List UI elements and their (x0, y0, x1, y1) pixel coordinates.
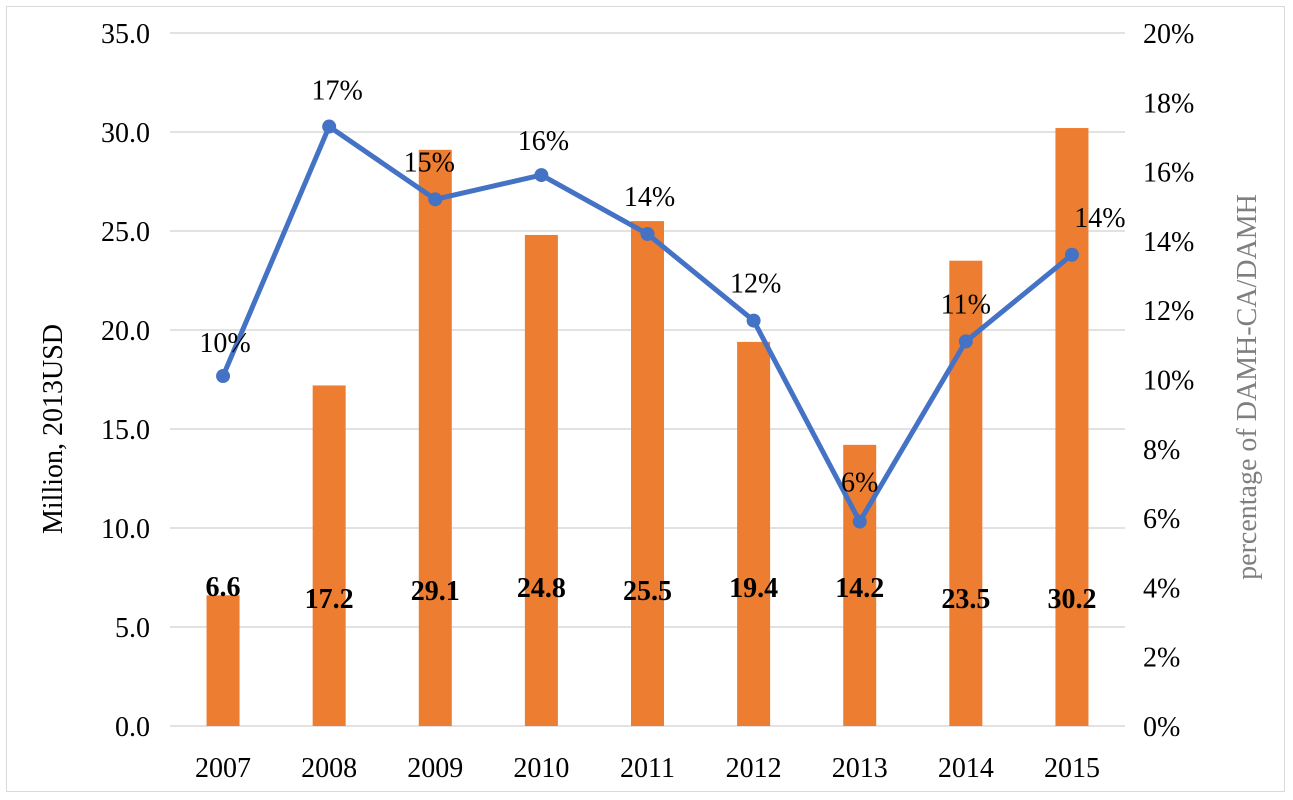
bar-value-label: 30.2 (1047, 584, 1096, 615)
line-value-label: 6% (841, 468, 878, 499)
bar-value-label: 23.5 (941, 584, 990, 615)
x-tick-label: 2012 (726, 753, 782, 784)
line-point (322, 119, 337, 134)
bar (418, 149, 452, 726)
bar-value-label: 6.6 (206, 572, 241, 603)
bar (737, 341, 771, 726)
bar (843, 444, 877, 726)
bar (312, 385, 346, 726)
y-left-tick-label: 35.0 (101, 19, 150, 50)
y-left-tick-label: 0.0 (115, 712, 150, 743)
line-value-label: 12% (730, 269, 781, 300)
bar-value-labels: 6.6 17.2 29.1 24.8 25.5 19.4 14.2 23.5 30.2 (206, 572, 1097, 615)
y-right-tick-label: 20% (1143, 19, 1194, 50)
y-right-tick-label: 6% (1143, 504, 1180, 535)
x-tick-label: 2007 (195, 753, 251, 784)
bar (1055, 128, 1089, 727)
line-value-label: 16% (518, 126, 569, 157)
line-value-label: 11% (941, 289, 991, 320)
y-right-tick-label: 4% (1143, 573, 1180, 604)
bar (631, 221, 664, 726)
bar-value-label: 17.2 (305, 584, 354, 615)
line-point (746, 313, 761, 328)
bar-value-label: 25.5 (623, 576, 672, 607)
y-left-axis-title: Million, 2013USD (38, 324, 69, 534)
line-value-label: 17% (312, 76, 363, 107)
line-series (216, 119, 1079, 529)
bar-value-label: 14.2 (835, 573, 884, 604)
y-right-tick-label: 18% (1143, 88, 1194, 119)
y-right-tick-label: 16% (1143, 158, 1194, 189)
line-point (534, 168, 549, 183)
bar-series (206, 128, 1089, 727)
y-left-tick-label: 25.0 (101, 217, 150, 248)
x-tick-label: 2014 (938, 753, 994, 784)
line-value-label: 10% (199, 328, 250, 359)
y-right-tick-label: 2% (1143, 643, 1180, 674)
bar-value-label: 24.8 (517, 573, 566, 604)
x-tick-label: 2010 (513, 753, 569, 784)
line-point (1064, 247, 1079, 262)
line-value-label: 15% (404, 147, 455, 178)
line-value-labels: 10% 17% 15% 16% 14% 12% 6% 11% 14% (199, 76, 1125, 499)
bar (206, 595, 240, 726)
y-right-tick-label: 0% (1143, 712, 1180, 743)
line-point (216, 369, 231, 384)
y-left-tick-label: 20.0 (101, 316, 150, 347)
x-axis-ticks: 2007 2008 2009 2010 2011 2012 2013 2014 2015 (195, 753, 1100, 784)
x-tick-label: 2009 (407, 753, 463, 784)
y-left-tick-label: 10.0 (101, 514, 150, 545)
line-value-label: 14% (624, 182, 675, 213)
y-left-tick-label: 30.0 (101, 118, 150, 149)
line-point (640, 226, 655, 241)
right-axis-ticks: 0% 2% 4% 6% 8% 10% 12% 14% 16% 18% 20% (1143, 19, 1194, 743)
left-axis-ticks: 0.0 5.0 10.0 15.0 20.0 25.0 30.0 35.0 (101, 19, 150, 743)
x-tick-label: 2013 (832, 753, 888, 784)
x-tick-label: 2008 (301, 753, 357, 784)
line-point (958, 334, 973, 349)
bar (524, 234, 558, 726)
x-tick-label: 2015 (1044, 753, 1100, 784)
y-right-tick-label: 10% (1143, 366, 1194, 397)
y-right-tick-label: 12% (1143, 296, 1194, 327)
y-right-tick-label: 8% (1143, 435, 1180, 466)
line-point (852, 514, 867, 529)
bar-value-label: 19.4 (729, 573, 778, 604)
y-right-tick-label: 14% (1143, 227, 1194, 258)
y-left-tick-label: 5.0 (115, 613, 150, 644)
line-point (428, 192, 443, 207)
x-tick-label: 2011 (620, 753, 675, 784)
line-value-label: 14% (1074, 203, 1125, 234)
y-right-axis-title: percentage of DAMH-CA/DAMH (1232, 194, 1263, 580)
y-left-tick-label: 15.0 (101, 415, 150, 446)
bar-value-label: 29.1 (411, 576, 460, 607)
